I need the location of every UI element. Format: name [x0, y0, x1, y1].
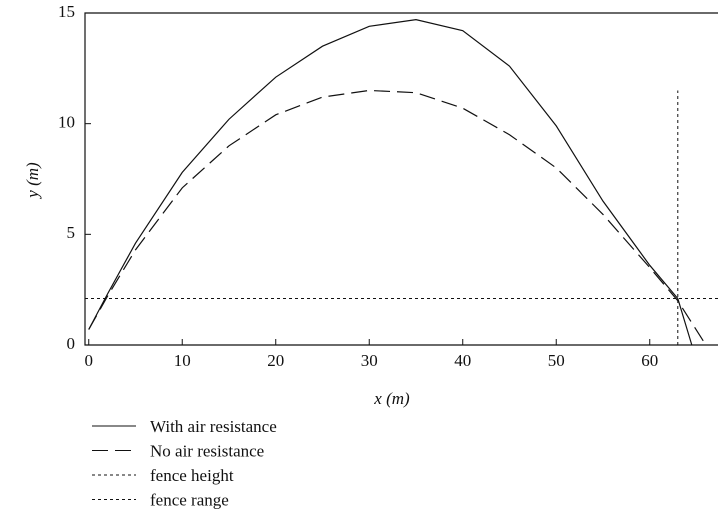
y-tick-label: 0 [67, 334, 76, 353]
x-tick-label: 10 [174, 351, 191, 370]
y-tick-label: 10 [58, 113, 75, 132]
series-line [88, 19, 693, 346]
legend-label: fence range [150, 490, 229, 509]
x-tick-label: 40 [454, 351, 471, 370]
legend-label: With air resistance [150, 417, 277, 436]
x-tick-label: 0 [84, 351, 93, 370]
y-axis-label: y (m) [23, 162, 42, 200]
x-tick-label: 30 [361, 351, 378, 370]
x-tick-label: 20 [267, 351, 284, 370]
x-tick-label: 50 [548, 351, 565, 370]
series-line [88, 89, 707, 346]
legend-label: fence height [150, 466, 234, 485]
x-axis-label: x (m) [373, 389, 410, 408]
x-tick-label: 60 [641, 351, 658, 370]
axes [84, 12, 718, 346]
legend-label: No air resistance [150, 441, 264, 460]
y-tick-label: 5 [67, 223, 76, 242]
y-tick-label: 15 [58, 2, 75, 21]
